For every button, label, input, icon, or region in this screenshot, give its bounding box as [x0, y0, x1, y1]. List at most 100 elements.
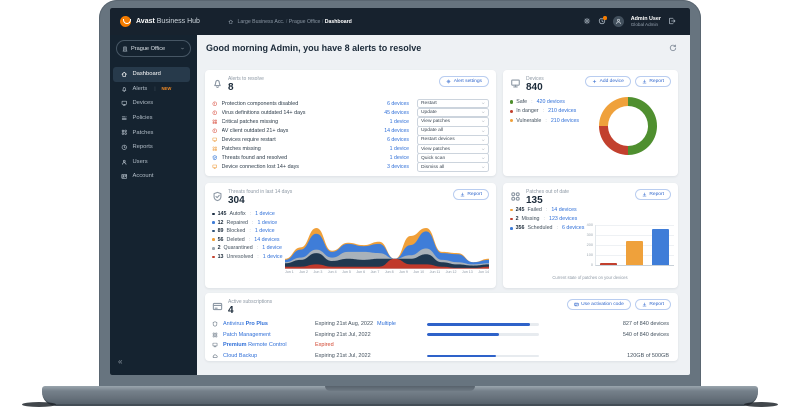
devices-report-button[interactable]: Report: [634, 76, 671, 87]
alerts-count: 8: [228, 82, 234, 93]
sidebar-item-account[interactable]: Account: [113, 169, 190, 184]
subscription-usage: 120GB of 500GB: [627, 353, 669, 360]
breadcrumb-item[interactable]: Dashboard: [324, 18, 352, 25]
sidebar-item-alerts[interactable]: Alerts | NEW: [113, 82, 190, 97]
use-activation-code-button[interactable]: Use activation code: [566, 299, 631, 310]
bell-icon: [212, 78, 223, 89]
topbar-right: Admin User Global Admin: [583, 16, 690, 27]
legend-devices-link[interactable]: 1 device: [255, 211, 275, 217]
alert-circle-icon: [212, 101, 218, 107]
screen: Avast Business Hub Large Business Acc. /…: [110, 8, 690, 375]
sidebar-collapse-button[interactable]: «: [118, 357, 123, 366]
legend-dot: [212, 229, 215, 233]
patches-icon: [212, 332, 218, 338]
legend-separator: :: [543, 216, 545, 223]
legend-label: Safe: [516, 99, 528, 105]
chevron-down-icon: [481, 156, 486, 161]
subscription-name-link[interactable]: Antivirus Pro Plus: [223, 321, 268, 328]
patches-card: Patches out of date 135 Report 245 Failed…: [503, 183, 678, 288]
legend-separator: :: [542, 108, 545, 115]
org-selector[interactable]: Prague Office: [116, 40, 191, 57]
legend-devices-link[interactable]: 1 device: [257, 219, 278, 226]
x-tick-label: Jun 5: [342, 270, 351, 274]
sidebar-item-policies[interactable]: Policies: [113, 111, 190, 126]
avatar[interactable]: [612, 15, 624, 27]
subscription-expiry: Expiring 21st Jul, 2022: [315, 331, 371, 338]
plus-icon: [592, 79, 597, 84]
threats-legend-item: 2 Quarantined:1 device: [212, 245, 283, 251]
alert-devices-link[interactable]: 3 devices: [387, 164, 409, 171]
download-icon: [642, 192, 647, 197]
legend-devices-link[interactable]: 210 devices: [550, 117, 580, 124]
sidebar-item-users[interactable]: Users: [113, 155, 190, 170]
devices-legend-item: Vulnerable:210 devices: [510, 118, 579, 124]
chevron-down-icon: [481, 119, 486, 124]
sidebar-item-label: Dashboard: [132, 71, 161, 78]
gear-icon[interactable]: [583, 17, 591, 25]
legend-devices-link[interactable]: 123 devices: [549, 216, 578, 223]
alert-action-label: Update: [421, 110, 437, 116]
alert-devices-link[interactable]: 14 devices: [384, 127, 409, 134]
alert-devices-link[interactable]: 1 device: [389, 155, 409, 162]
chevron-down-icon: [481, 110, 486, 115]
sidebar-item-reports[interactable]: Reports: [113, 140, 190, 155]
legend-devices-link[interactable]: 14 devices: [551, 207, 577, 213]
subscription-usage: 540 of 840 devices: [622, 331, 669, 338]
sidebar-item-label: Reports: [132, 144, 153, 151]
subscription-name-link[interactable]: Cloud Backup: [223, 353, 258, 360]
legend-devices-link[interactable]: 210 devices: [548, 108, 577, 115]
devices-card-title: Devices: [526, 76, 544, 82]
sidebar-nav: Dashboard Alerts | NEW Devices Policies Patche…: [110, 67, 197, 184]
alert-devices-link[interactable]: 1 device: [389, 146, 409, 153]
legend-separator: :: [545, 117, 547, 124]
legend-devices-link[interactable]: 1 device: [262, 253, 283, 260]
subscription-name-link[interactable]: Patch Management: [223, 331, 271, 338]
subscription-multiple-link[interactable]: Multiple: [377, 321, 396, 328]
legend-label: Quarantined: [223, 245, 253, 252]
alert-rows: Protection components disabled 6 devices R…: [212, 98, 489, 172]
x-tick-label: Jun 1: [285, 270, 294, 274]
patches-legend-item: 2 Missing:123 devices: [510, 216, 584, 222]
sidebar-item-label: Policies: [132, 115, 153, 122]
alert-action-select[interactable]: Dismiss all: [417, 162, 489, 172]
user-info[interactable]: Admin User Global Admin: [631, 16, 661, 27]
sidebar-item-dashboard[interactable]: Dashboard: [113, 67, 190, 82]
threats-report-button[interactable]: Report: [452, 189, 489, 200]
legend-devices-link[interactable]: 6 devices: [561, 225, 585, 232]
patches-legend: 245 Failed:14 devices 2 Missing:123 devices…: [510, 207, 584, 231]
legend-devices-link[interactable]: 1 device: [262, 245, 282, 252]
alert-action-label: Restart: [421, 101, 437, 107]
sidebar-item-devices[interactable]: Devices: [113, 96, 190, 111]
subscriptions-report-button[interactable]: Report: [634, 299, 671, 310]
legend-devices-link[interactable]: 420 devices: [536, 99, 565, 105]
legend-devices-link[interactable]: 14 devices: [254, 236, 280, 243]
laptop-foot-right: [744, 402, 778, 407]
legend-count: 12: [217, 219, 224, 226]
alert-devices-link[interactable]: 6 devices: [387, 136, 409, 143]
alert-devices-link[interactable]: 6 devices: [387, 100, 409, 107]
chevron-down-icon: [481, 129, 486, 134]
legend-dot: [510, 227, 513, 230]
alert-label: AV client outdated 21+ days: [221, 127, 289, 134]
alert-action-select[interactable]: Restart: [417, 98, 489, 109]
sidebar-item-patches[interactable]: Patches: [113, 125, 190, 140]
history-icon[interactable]: [598, 16, 607, 25]
alert-devices-link[interactable]: 1 device: [389, 118, 409, 125]
chevron-down-icon: [180, 46, 185, 51]
alert-devices-link[interactable]: 45 devices: [384, 109, 409, 116]
avast-logo-icon: [120, 16, 131, 27]
add-device-button[interactable]: Add device: [585, 76, 631, 87]
y-tick-label: 200: [586, 243, 593, 247]
breadcrumb-item[interactable]: Large Business Acc.: [237, 18, 285, 25]
monitor-icon: [212, 164, 218, 170]
logout-icon[interactable]: [668, 17, 676, 25]
breadcrumb-item[interactable]: Prague Office: [288, 18, 321, 25]
subscription-name-link[interactable]: Premium Remote Control: [223, 342, 287, 349]
alert-action-select[interactable]: Update: [417, 107, 489, 118]
gear-icon: [446, 79, 451, 84]
user-icon: [615, 18, 622, 25]
alert-settings-button[interactable]: Alert settings: [439, 76, 489, 87]
refresh-icon[interactable]: [669, 44, 677, 52]
legend-devices-link[interactable]: 1 device: [254, 228, 275, 235]
patches-report-button[interactable]: Report: [634, 189, 671, 200]
